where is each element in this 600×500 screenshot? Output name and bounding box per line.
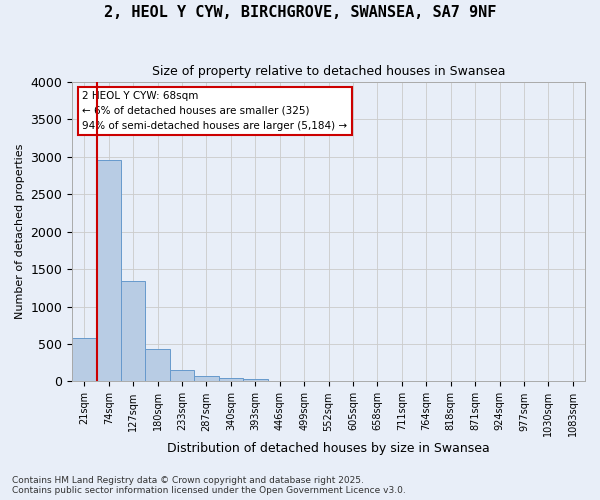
- Bar: [194, 376, 218, 382]
- Bar: [72, 338, 97, 382]
- Text: 2 HEOL Y CYW: 68sqm
← 6% of detached houses are smaller (325)
94% of semi-detach: 2 HEOL Y CYW: 68sqm ← 6% of detached hou…: [82, 91, 347, 130]
- Bar: [243, 379, 268, 382]
- Title: Size of property relative to detached houses in Swansea: Size of property relative to detached ho…: [152, 65, 505, 78]
- Bar: [145, 350, 170, 382]
- Y-axis label: Number of detached properties: Number of detached properties: [15, 144, 25, 320]
- Bar: [97, 160, 121, 382]
- Text: 2, HEOL Y CYW, BIRCHGROVE, SWANSEA, SA7 9NF: 2, HEOL Y CYW, BIRCHGROVE, SWANSEA, SA7 …: [104, 5, 496, 20]
- Bar: [170, 370, 194, 382]
- Text: Contains HM Land Registry data © Crown copyright and database right 2025.
Contai: Contains HM Land Registry data © Crown c…: [12, 476, 406, 495]
- Bar: [218, 378, 243, 382]
- X-axis label: Distribution of detached houses by size in Swansea: Distribution of detached houses by size …: [167, 442, 490, 455]
- Bar: [121, 281, 145, 382]
